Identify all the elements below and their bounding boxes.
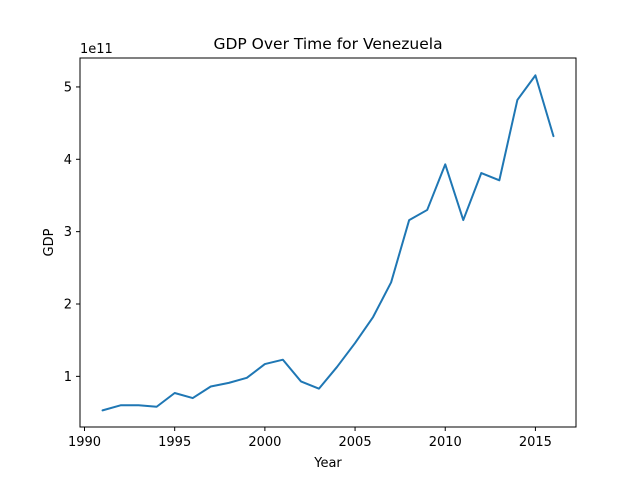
gdp-series-line [101, 74, 555, 412]
y-tick-label-4: 4 [64, 153, 72, 168]
y-tick-label-3: 3 [64, 225, 72, 240]
x-tick-label-1995: 1995 [158, 435, 191, 450]
x-axis-label: Year [313, 456, 342, 471]
x-tick-label-2015: 2015 [519, 435, 552, 450]
x-tick-label-1990: 1990 [68, 435, 101, 450]
y-tick-label-1: 1 [64, 370, 72, 385]
y-tick-label-5: 5 [64, 80, 72, 95]
ticks-layer: 1990 1995 2000 2005 2010 2015 1 2 3 4 5 [64, 80, 552, 450]
y-axis-label: GDP [42, 228, 57, 256]
y-tick-label-2: 2 [64, 298, 72, 313]
chart-title: GDP Over Time for Venezuela [213, 35, 442, 53]
x-tick-label-2000: 2000 [248, 435, 281, 450]
x-tick-label-2005: 2005 [339, 435, 372, 450]
x-tick-label-2010: 2010 [429, 435, 462, 450]
y-axis-offset-label: 1e11 [80, 42, 113, 57]
plot-area-frame [79, 57, 577, 428]
